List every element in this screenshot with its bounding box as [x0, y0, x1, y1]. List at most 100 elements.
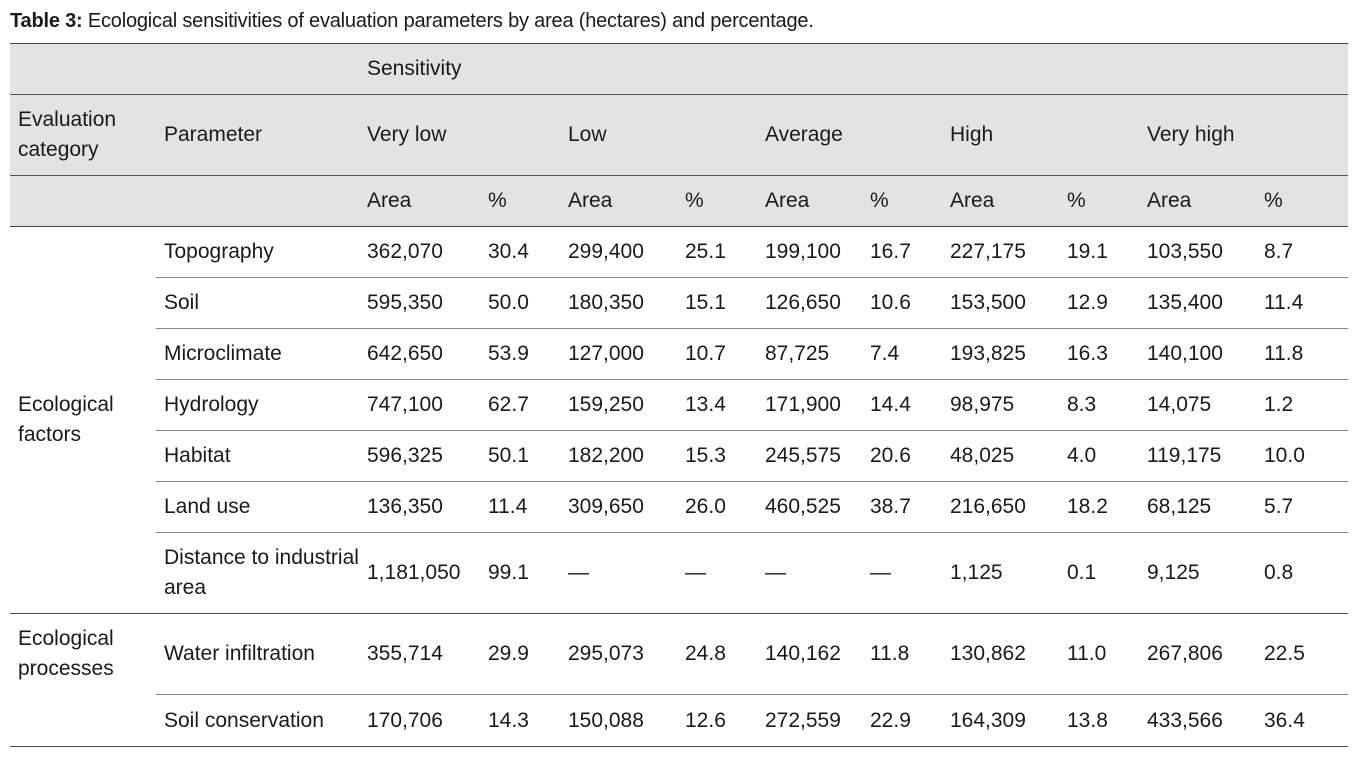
value-cell: 98,975 — [942, 379, 1059, 431]
category-cell: Ecological factors — [18, 393, 114, 446]
value-cell: 309,650 — [560, 481, 677, 533]
table-row: Microclimate 642,650 53.9 127,000 10.7 8… — [10, 328, 1348, 380]
table-row: Hydrology 747,100 62.7 159,250 13.4 171,… — [10, 379, 1348, 431]
value-cell: 747,100 — [359, 379, 480, 431]
value-cell: 50.1 — [480, 430, 560, 482]
value-cell: 1.2 — [1256, 379, 1348, 431]
value-cell: 595,350 — [359, 277, 480, 329]
value-cell: 1,181,050 — [359, 532, 480, 614]
value-cell: 50.0 — [480, 277, 560, 329]
value-cell: 182,200 — [560, 430, 677, 482]
parameter-cell: Microclimate — [156, 328, 359, 380]
level-header: Very high — [1139, 94, 1348, 176]
value-cell: 22.9 — [862, 694, 942, 747]
value-cell: 295,073 — [560, 613, 677, 695]
value-cell: 11.4 — [480, 481, 560, 533]
value-cell: 11.8 — [1256, 328, 1348, 380]
value-cell: 245,575 — [757, 430, 862, 482]
parameter-cell: Land use — [156, 481, 359, 533]
sensitivity-header: Sensitivity — [359, 43, 1348, 95]
value-cell: 153,500 — [942, 277, 1059, 329]
value-cell: 642,650 — [359, 328, 480, 380]
value-cell: 164,309 — [942, 694, 1059, 747]
value-cell: 170,706 — [359, 694, 480, 747]
value-cell: 140,100 — [1139, 328, 1256, 380]
value-cell: 15.3 — [677, 430, 757, 482]
value-cell: — — [757, 532, 862, 614]
percent-header: % — [1256, 175, 1348, 227]
level-header: Low — [560, 94, 757, 176]
parameter-cell: Distance to industrial area — [156, 532, 359, 614]
value-cell: 99.1 — [480, 532, 560, 614]
value-cell: 272,559 — [757, 694, 862, 747]
value-cell: 14,075 — [1139, 379, 1256, 431]
value-cell: 227,175 — [950, 240, 1026, 263]
caption-text: Ecological sensitivities of evaluation p… — [87, 10, 814, 32]
value-cell: 13.8 — [1059, 694, 1139, 747]
percent-header: % — [480, 175, 560, 227]
value-cell: 5.7 — [1256, 481, 1348, 533]
value-cell: 193,825 — [942, 328, 1059, 380]
value-cell: 4.0 — [1059, 430, 1139, 482]
value-cell: 48,025 — [942, 430, 1059, 482]
category-cell: Ecological processes — [10, 613, 156, 695]
value-cell: 14.4 — [862, 379, 942, 431]
value-cell: — — [560, 532, 677, 614]
header-row-sensitivity: Sensitivity — [10, 43, 1348, 95]
value-cell: 199,100 — [765, 240, 841, 263]
value-cell: 159,250 — [560, 379, 677, 431]
area-header: Area — [560, 175, 677, 227]
value-cell: 20.6 — [862, 430, 942, 482]
value-cell: 10.0 — [1256, 430, 1348, 482]
table-row: Ecological processes Water infiltration … — [10, 613, 1348, 695]
value-cell: 25.1 — [685, 240, 726, 263]
level-header: High — [942, 94, 1139, 176]
value-cell: — — [677, 532, 757, 614]
value-cell: 8.7 — [1264, 240, 1294, 263]
evaluation-category-header: Evaluation category — [10, 94, 156, 176]
value-cell: 136,350 — [359, 481, 480, 533]
value-cell: 13.4 — [677, 379, 757, 431]
percent-header: % — [1059, 175, 1139, 227]
parameter-cell: Topography — [164, 240, 274, 263]
value-cell: 16.7 — [870, 240, 911, 263]
value-cell: 216,650 — [942, 481, 1059, 533]
percent-header: % — [862, 175, 942, 227]
table-row: Land use 136,350 11.4 309,650 26.0 460,5… — [10, 481, 1348, 533]
value-cell: 9,125 — [1139, 532, 1256, 614]
value-cell: 14.3 — [480, 694, 560, 747]
value-cell: 8.3 — [1059, 379, 1139, 431]
value-cell: 24.8 — [677, 613, 757, 695]
value-cell: — — [862, 532, 942, 614]
value-cell: 267,806 — [1139, 613, 1256, 695]
value-cell: 140,162 — [757, 613, 862, 695]
value-cell: 433,566 — [1139, 694, 1256, 747]
value-cell: 68,125 — [1139, 481, 1256, 533]
level-header: Very low — [359, 94, 560, 176]
value-cell: 10.6 — [862, 277, 942, 329]
sensitivity-table: Sensitivity Evaluation category Paramete… — [10, 43, 1348, 747]
value-cell: 29.9 — [480, 613, 560, 695]
table-row: Soil conservation 170,706 14.3 150,088 1… — [10, 694, 1348, 747]
level-header: Average — [757, 94, 942, 176]
area-header: Area — [1139, 175, 1256, 227]
value-cell: 19.1 — [1067, 240, 1108, 263]
value-cell: 18.2 — [1059, 481, 1139, 533]
value-cell: 0.8 — [1256, 532, 1348, 614]
header-row-units: Area % Area % Area % Area % Area % — [10, 175, 1348, 227]
value-cell: 460,525 — [757, 481, 862, 533]
value-cell: 16.3 — [1059, 328, 1139, 380]
parameter-cell: Water infiltration — [156, 613, 359, 695]
value-cell: 596,325 — [359, 430, 480, 482]
caption-label: Table 3: — [10, 10, 83, 32]
value-cell: 103,550 — [1147, 240, 1223, 263]
parameter-header: Parameter — [156, 94, 359, 176]
value-cell: 53.9 — [480, 328, 560, 380]
value-cell: 130,862 — [942, 613, 1059, 695]
value-cell: 135,400 — [1139, 277, 1256, 329]
value-cell: 127,000 — [560, 328, 677, 380]
value-cell: 87,725 — [757, 328, 862, 380]
value-cell: 11.8 — [862, 613, 942, 695]
parameter-cell: Soil — [156, 277, 359, 329]
value-cell: 1,125 — [942, 532, 1059, 614]
